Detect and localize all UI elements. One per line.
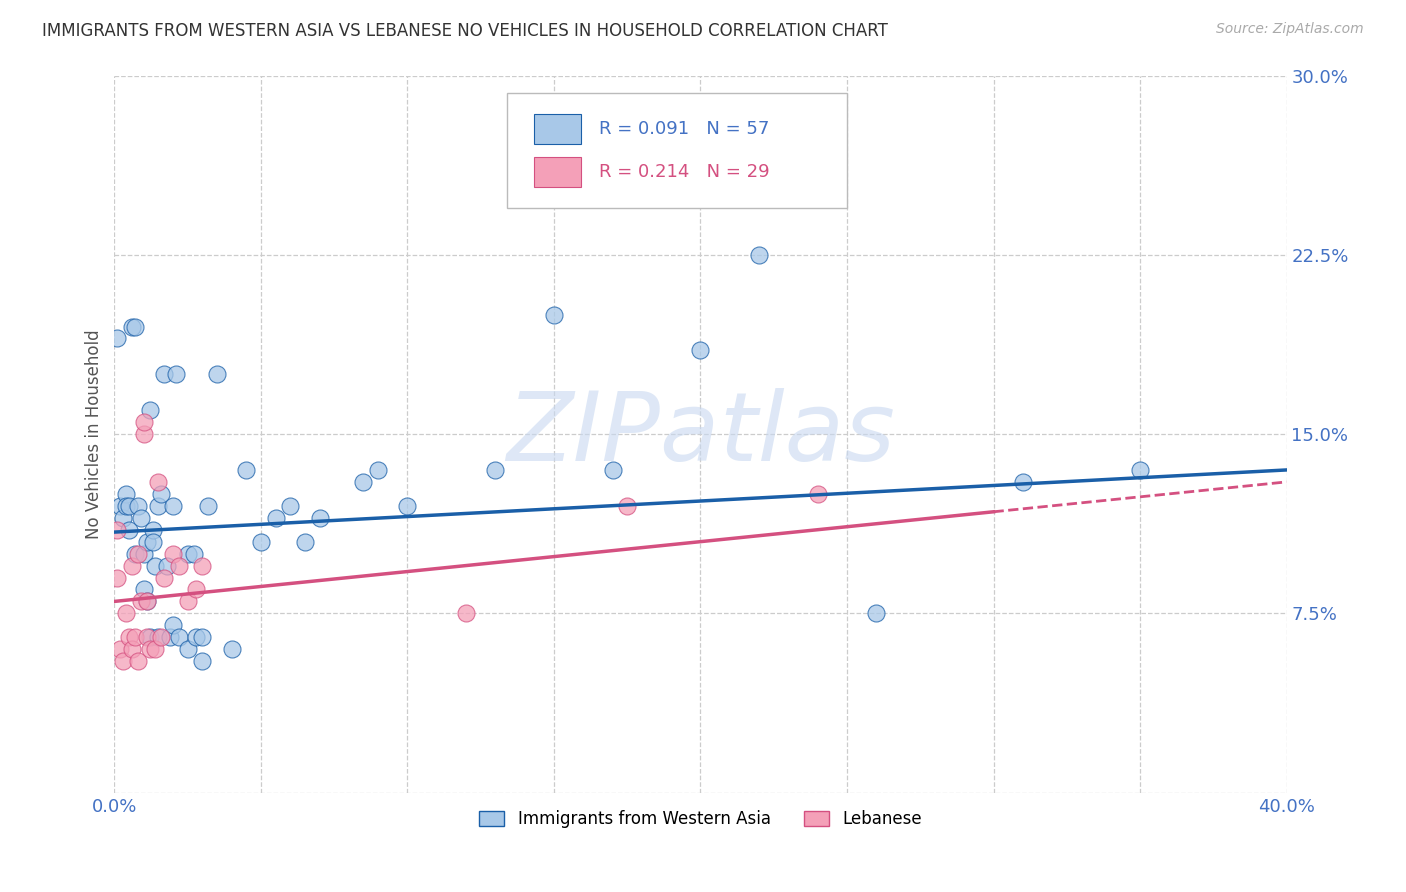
Point [865, 607, 887, 621]
Point [191, 558, 214, 573]
Point [602, 463, 624, 477]
Point [153, 570, 176, 584]
Point [689, 343, 711, 358]
Point [183, 547, 205, 561]
Point [135, 534, 157, 549]
Point [484, 463, 506, 477]
Point [135, 594, 157, 608]
Point [543, 308, 565, 322]
FancyBboxPatch shape [534, 114, 581, 145]
Point [264, 510, 287, 524]
Point [186, 630, 208, 644]
Point [191, 654, 214, 668]
Text: Source: ZipAtlas.com: Source: ZipAtlas.com [1216, 22, 1364, 37]
Point [250, 534, 273, 549]
Point [135, 630, 157, 644]
Point [135, 594, 157, 608]
Point [159, 630, 181, 644]
Point [167, 558, 190, 573]
Point [138, 403, 160, 417]
Point [162, 499, 184, 513]
Point [121, 642, 143, 657]
Point [454, 607, 477, 621]
Point [132, 547, 155, 561]
Text: R = 0.214   N = 29: R = 0.214 N = 29 [599, 163, 769, 181]
Text: ZIPatlas: ZIPatlas [506, 388, 896, 481]
Point [616, 499, 638, 513]
Point [132, 427, 155, 442]
Point [278, 499, 301, 513]
Point [191, 630, 214, 644]
Point [121, 558, 143, 573]
Text: R = 0.091   N = 57: R = 0.091 N = 57 [599, 120, 769, 138]
Point [127, 547, 149, 561]
Point [367, 463, 389, 477]
Point [150, 630, 173, 644]
Point [1129, 463, 1152, 477]
Point [129, 510, 152, 524]
Point [148, 499, 170, 513]
Point [186, 582, 208, 597]
Point [124, 319, 146, 334]
Point [132, 582, 155, 597]
Point [145, 642, 167, 657]
Point [118, 630, 141, 644]
Point [1011, 475, 1033, 489]
Point [308, 510, 330, 524]
Point [127, 499, 149, 513]
Text: IMMIGRANTS FROM WESTERN ASIA VS LEBANESE NO VEHICLES IN HOUSEHOLD CORRELATION CH: IMMIGRANTS FROM WESTERN ASIA VS LEBANESE… [42, 22, 889, 40]
Point [748, 248, 770, 262]
Point [115, 487, 138, 501]
Point [162, 618, 184, 632]
Point [221, 642, 243, 657]
Point [118, 523, 141, 537]
Point [353, 475, 375, 489]
Point [118, 499, 141, 513]
Point [105, 331, 128, 345]
Point [141, 534, 163, 549]
Point [124, 547, 146, 561]
Point [396, 499, 419, 513]
Point [807, 487, 830, 501]
Point [235, 463, 257, 477]
Point [141, 523, 163, 537]
Point [294, 534, 316, 549]
Point [148, 630, 170, 644]
Point [115, 499, 138, 513]
Point [176, 642, 198, 657]
Point [153, 368, 176, 382]
Point [197, 499, 219, 513]
Point [105, 523, 128, 537]
Point [124, 630, 146, 644]
Point [205, 368, 228, 382]
Point [176, 547, 198, 561]
FancyBboxPatch shape [534, 157, 581, 187]
Y-axis label: No Vehicles in Household: No Vehicles in Household [86, 329, 103, 539]
Point [127, 654, 149, 668]
Point [110, 642, 132, 657]
Legend: Immigrants from Western Asia, Lebanese: Immigrants from Western Asia, Lebanese [472, 803, 928, 835]
Point [176, 594, 198, 608]
Point [105, 570, 128, 584]
Point [121, 319, 143, 334]
Point [162, 547, 184, 561]
Point [150, 487, 173, 501]
Point [148, 475, 170, 489]
Point [110, 499, 132, 513]
Point [167, 630, 190, 644]
Point [115, 607, 138, 621]
Point [156, 558, 179, 573]
FancyBboxPatch shape [508, 94, 846, 208]
Point [138, 630, 160, 644]
Point [112, 510, 135, 524]
Point [132, 415, 155, 429]
Point [138, 642, 160, 657]
Point [129, 594, 152, 608]
Point [112, 654, 135, 668]
Point [145, 558, 167, 573]
Point [165, 368, 187, 382]
